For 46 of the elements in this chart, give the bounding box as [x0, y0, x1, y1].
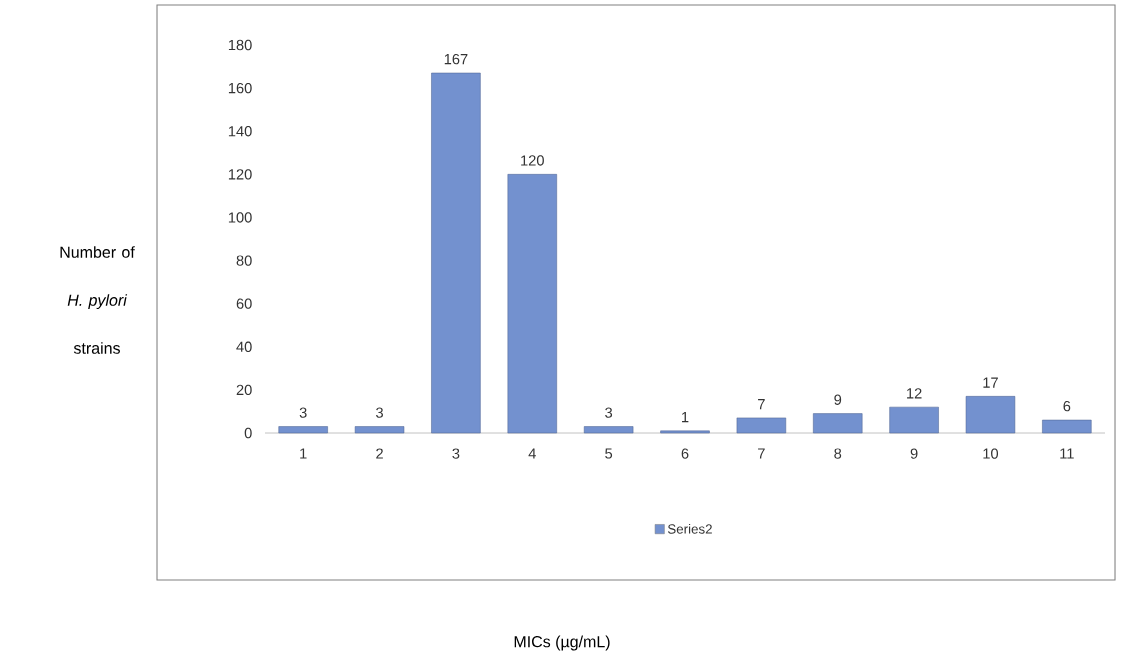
bar [583, 426, 634, 434]
data-label: 167 [444, 53, 468, 65]
data-label: 3 [299, 407, 307, 418]
y-tick-label: 160 [228, 82, 252, 94]
x-tick-label: 1 [300, 448, 307, 459]
data-label: 6 [1063, 400, 1071, 412]
y-tick-label: 40 [236, 341, 252, 352]
data-label: 3 [376, 407, 383, 418]
bar [278, 426, 328, 434]
y-tick-label: 120 [228, 169, 252, 180]
text: MICs (µg/mL) [514, 635, 610, 651]
data-label: 3 [605, 407, 613, 418]
data-label: 17 [983, 377, 998, 388]
bar [889, 406, 939, 434]
data-label: 120 [521, 155, 544, 166]
data-label: 7 [758, 399, 765, 410]
data-label: 1 [682, 412, 689, 423]
data-label: 12 [907, 388, 922, 399]
x-tick-label: 3 [452, 448, 460, 459]
x-tick-label: 5 [605, 448, 613, 459]
x-tick-label: 10 [983, 448, 999, 459]
bar [813, 413, 863, 434]
y-tick-label: 100 [228, 212, 252, 223]
y-tick-label: 80 [236, 255, 252, 266]
y-tick-label: 180 [228, 39, 252, 51]
y-tick-label: 20 [236, 384, 252, 396]
text: Number of H. pylori strains [60, 246, 135, 354]
bar [507, 174, 557, 434]
bar [431, 72, 481, 434]
x-tick-label: 7 [758, 448, 765, 459]
legend-label: Series2 [667, 523, 712, 534]
x-tick-label: 8 [834, 448, 842, 459]
y-tick-label: 140 [228, 126, 252, 137]
data-label: 9 [834, 394, 842, 405]
bar [354, 426, 405, 434]
x-tick-label: 6 [681, 448, 689, 459]
y-tick-label: 0 [244, 427, 252, 439]
bar [660, 430, 710, 434]
x-tick-label: 2 [376, 448, 383, 459]
bar [1042, 419, 1092, 434]
bar [736, 417, 787, 434]
y-tick-label: 60 [236, 298, 252, 309]
x-tick-label: 11 [1060, 448, 1074, 459]
bar [965, 396, 1016, 434]
x-tick-label: 4 [528, 448, 536, 459]
x-tick-label: 9 [910, 448, 918, 459]
